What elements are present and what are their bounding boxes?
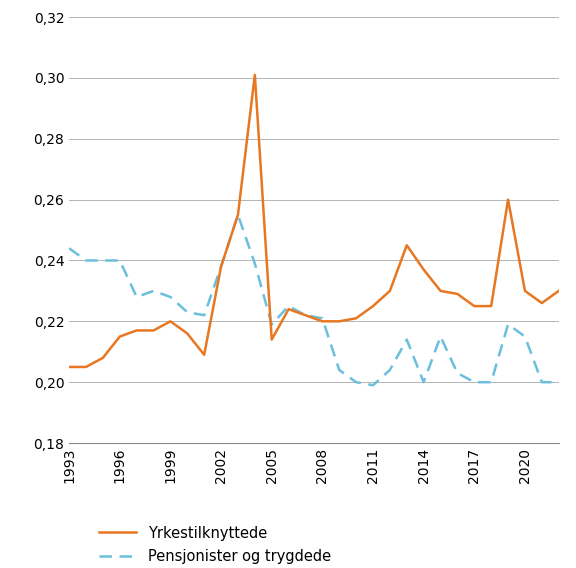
Yrkestilknyttede (150, 327, 157, 334)
Yrkestilknyttede (251, 72, 258, 78)
Pensjonister og trygdede (403, 336, 410, 343)
Yrkestilknyttede (319, 318, 326, 325)
Pensjonister og trygdede (251, 260, 258, 267)
Yrkestilknyttede (234, 211, 241, 218)
Pensjonister og trygdede (285, 303, 292, 310)
Yrkestilknyttede (471, 303, 478, 310)
Yrkestilknyttede (100, 354, 107, 361)
Yrkestilknyttede (184, 330, 191, 337)
Yrkestilknyttede (66, 364, 73, 370)
Pensjonister og trygdede (218, 263, 225, 270)
Pensjonister og trygdede (437, 333, 444, 340)
Yrkestilknyttede (268, 336, 275, 343)
Yrkestilknyttede (555, 287, 562, 294)
Pensjonister og trygdede (319, 315, 326, 321)
Pensjonister og trygdede (539, 379, 545, 386)
Yrkestilknyttede (420, 266, 427, 273)
Yrkestilknyttede (200, 352, 207, 358)
Yrkestilknyttede (539, 300, 545, 307)
Pensjonister og trygdede (268, 321, 275, 328)
Yrkestilknyttede (386, 287, 393, 294)
Yrkestilknyttede (454, 290, 461, 298)
Pensjonister og trygdede (200, 312, 207, 319)
Yrkestilknyttede (285, 306, 292, 312)
Yrkestilknyttede (505, 196, 511, 203)
Yrkestilknyttede (370, 303, 377, 310)
Pensjonister og trygdede (167, 294, 174, 300)
Yrkestilknyttede (218, 263, 225, 270)
Pensjonister og trygdede (471, 379, 478, 386)
Yrkestilknyttede (521, 287, 528, 294)
Pensjonister og trygdede (353, 379, 359, 386)
Pensjonister og trygdede (116, 257, 123, 264)
Pensjonister og trygdede (336, 366, 343, 373)
Pensjonister og trygdede (454, 370, 461, 377)
Pensjonister og trygdede (386, 366, 393, 373)
Yrkestilknyttede (353, 315, 359, 321)
Yrkestilknyttede (403, 242, 410, 249)
Yrkestilknyttede (82, 364, 89, 370)
Yrkestilknyttede (336, 318, 343, 325)
Yrkestilknyttede (133, 327, 140, 334)
Pensjonister og trygdede (184, 309, 191, 316)
Pensjonister og trygdede (555, 379, 562, 386)
Yrkestilknyttede (488, 303, 495, 310)
Pensjonister og trygdede (488, 379, 495, 386)
Yrkestilknyttede (437, 287, 444, 294)
Pensjonister og trygdede (234, 211, 241, 218)
Pensjonister og trygdede (66, 245, 73, 252)
Pensjonister og trygdede (420, 379, 427, 386)
Pensjonister og trygdede (505, 321, 511, 328)
Pensjonister og trygdede (521, 333, 528, 340)
Pensjonister og trygdede (133, 294, 140, 300)
Yrkestilknyttede (167, 318, 174, 325)
Pensjonister og trygdede (302, 312, 309, 319)
Pensjonister og trygdede (100, 257, 107, 264)
Pensjonister og trygdede (150, 287, 157, 294)
Yrkestilknyttede (116, 333, 123, 340)
Line: Pensjonister og trygdede: Pensjonister og trygdede (69, 215, 559, 385)
Legend: Yrkestilknyttede, Pensjonister og trygdede: Yrkestilknyttede, Pensjonister og trygde… (93, 520, 336, 568)
Line: Yrkestilknyttede: Yrkestilknyttede (69, 75, 559, 367)
Pensjonister og trygdede (370, 382, 377, 389)
Yrkestilknyttede (302, 312, 309, 319)
Pensjonister og trygdede (82, 257, 89, 264)
